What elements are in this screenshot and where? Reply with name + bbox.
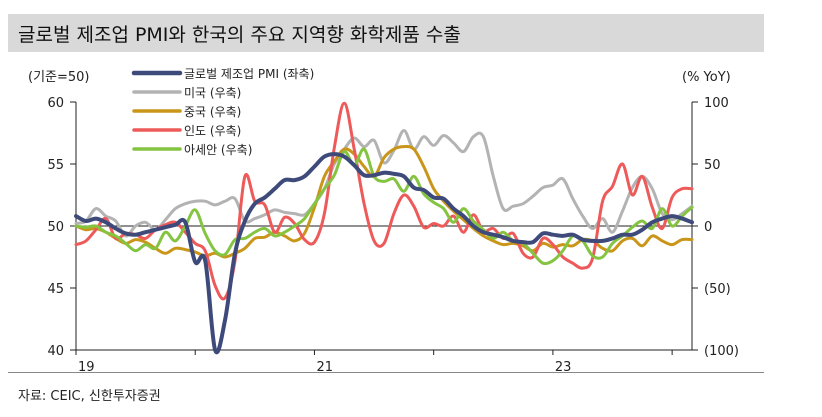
series-line-1 xyxy=(74,129,694,238)
legend-label-1: 미국 (우축) xyxy=(184,86,241,100)
left-tick-label: 45 xyxy=(47,282,64,297)
series-line-4 xyxy=(74,147,694,266)
legend-label-4: 아세안 (우축) xyxy=(184,143,252,157)
source-divider xyxy=(8,372,764,373)
legend-label-0: 글로벌 제조업 PMI (좌축) xyxy=(184,67,314,81)
series-line-3 xyxy=(74,101,694,301)
x-tick-label: 19 xyxy=(78,360,95,375)
right-tick-label: 0 xyxy=(704,220,712,235)
left-tick-label: 50 xyxy=(47,220,64,235)
left-tick-label: 60 xyxy=(47,96,64,111)
title-bar: 글로벌 제조업 PMI와 한국의 주요 지역향 화학제품 수출 xyxy=(8,14,764,52)
series-layer xyxy=(74,101,694,355)
legend-label-2: 중국 (우축) xyxy=(184,105,241,119)
series-line-0 xyxy=(74,152,694,355)
left-tick-label: 40 xyxy=(47,344,64,359)
right-tick-label: (50) xyxy=(704,282,731,297)
right-tick-label: 100 xyxy=(704,96,729,111)
left-tick-label: 55 xyxy=(47,158,64,173)
legend: 글로벌 제조업 PMI (좌축) 미국 (우축) 중국 (우축) 인도 (우축) 아세안… xyxy=(131,67,314,157)
legend-label-3: 인도 (우축) xyxy=(184,124,241,138)
x-tick-label: 21 xyxy=(316,360,333,375)
right-axis-label: (% YoY) xyxy=(682,70,731,85)
x-tick-label: 23 xyxy=(555,360,572,375)
chart-title: 글로벌 제조업 PMI와 한국의 주요 지역향 화학제품 수출 xyxy=(18,24,461,46)
left-axis-label: (기준=50) xyxy=(28,70,90,85)
right-tick-label: (100) xyxy=(704,344,739,359)
source-note: 자료: CEIC, 신한투자증권 xyxy=(18,389,161,404)
right-tick-label: 50 xyxy=(704,158,721,173)
